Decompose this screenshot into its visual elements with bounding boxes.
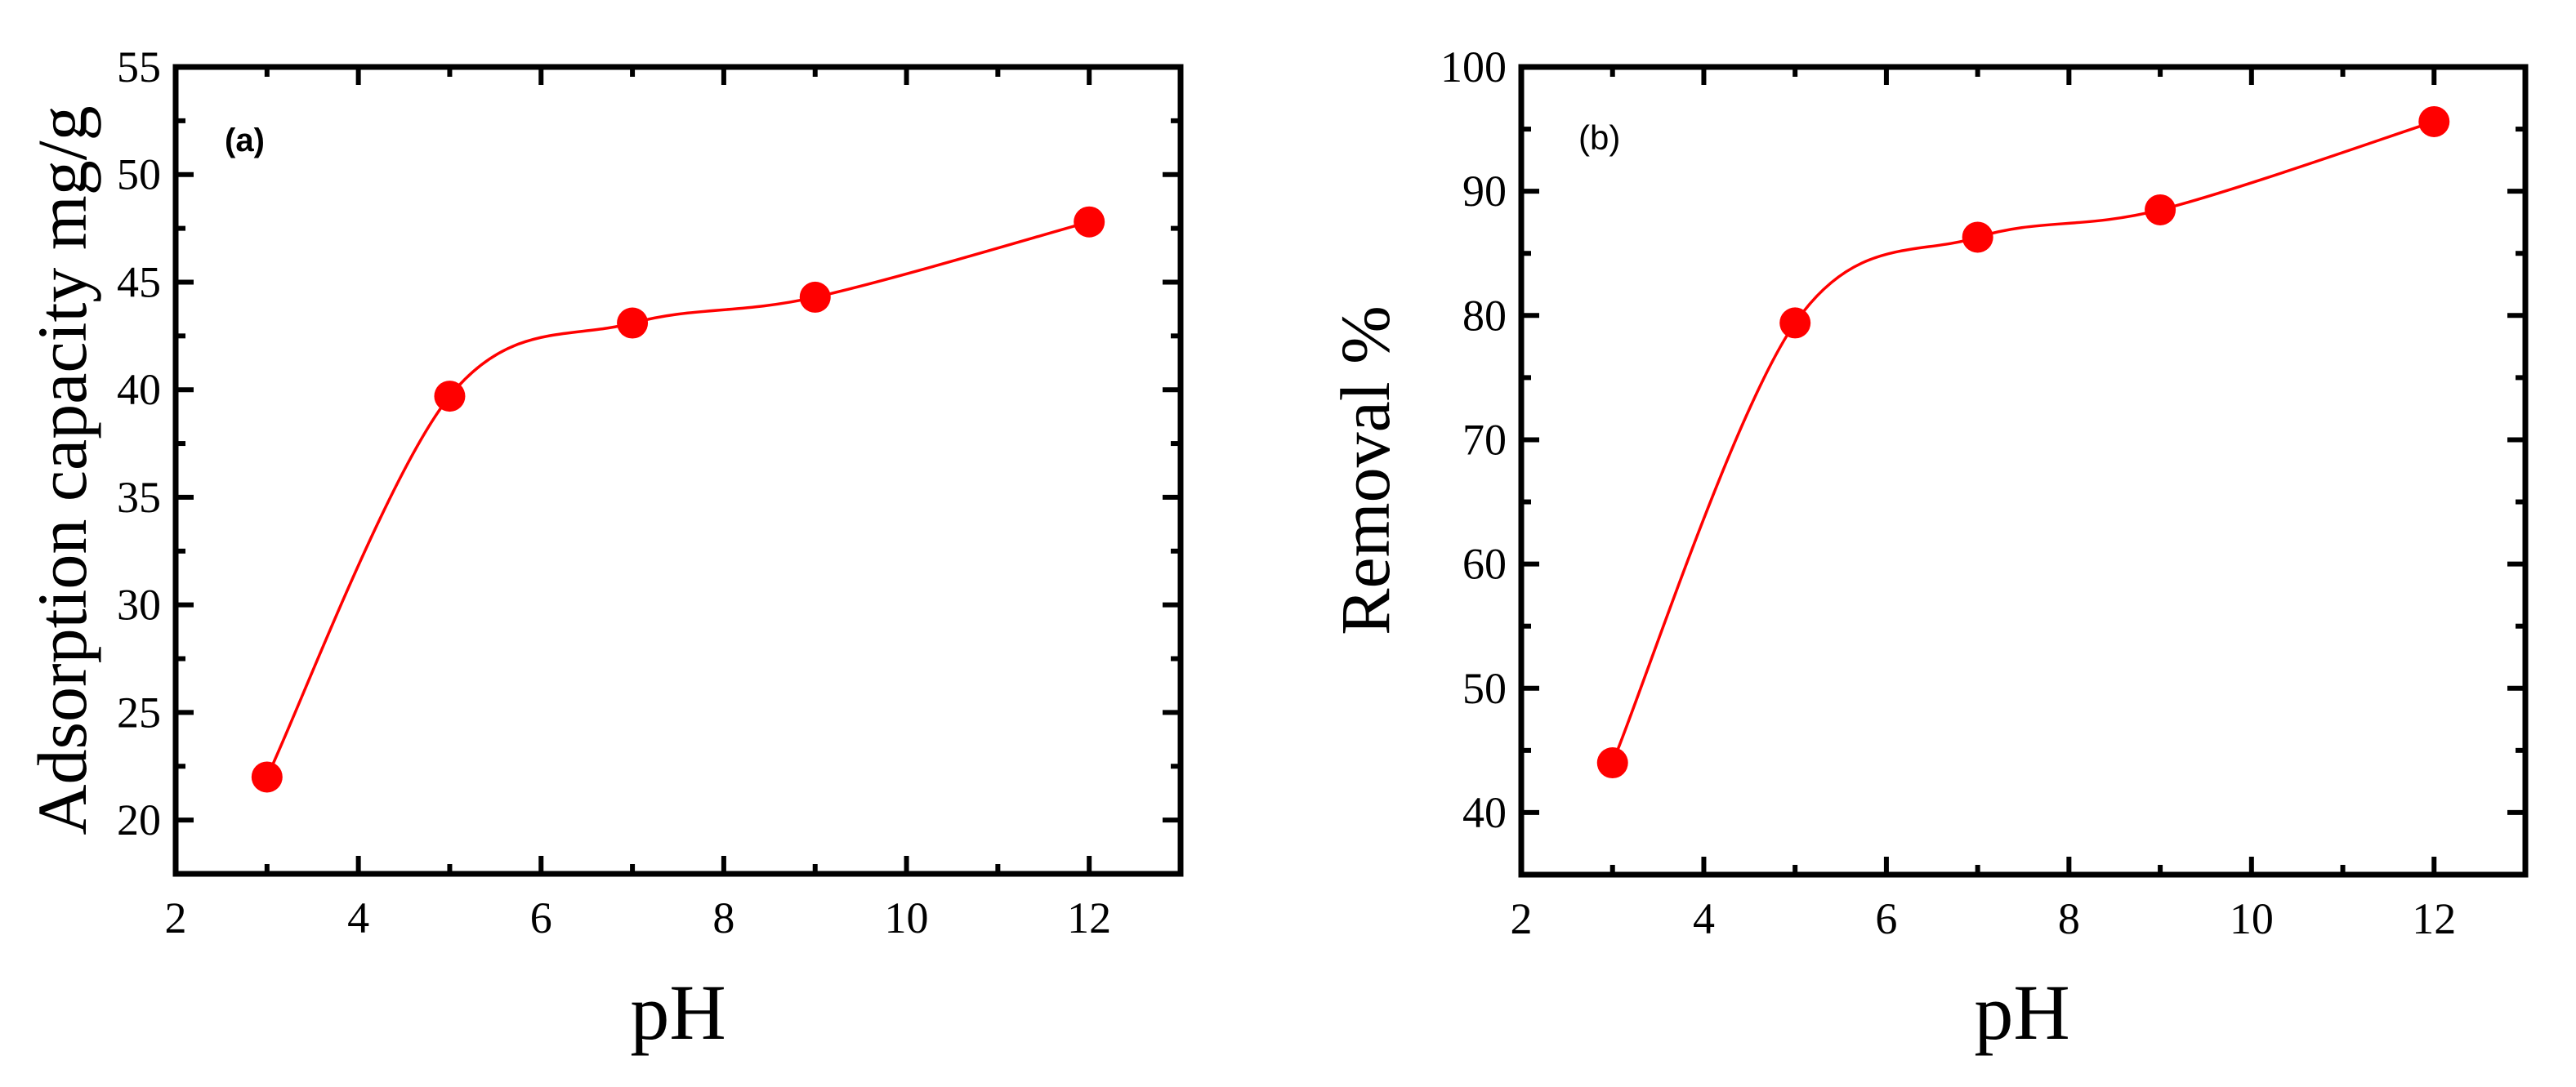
chart-panel-b: 40 50 60 70 80 90 100 2 4 6 8 10 12 (b) Removal % p… xyxy=(1326,42,2529,1056)
axis-frame-b xyxy=(1518,64,2529,878)
axis-frame-a xyxy=(172,64,1184,877)
y-tick-labels-b: 40 50 60 70 80 90 100 xyxy=(1440,42,1507,837)
data-point-b-9 xyxy=(2145,194,2176,225)
y-tick-label: 30 xyxy=(117,581,161,630)
data-point-a-3 xyxy=(251,761,283,793)
data-point-b-12 xyxy=(2418,105,2450,137)
y-axis-title-b: Removal % xyxy=(1326,305,1404,635)
y-tick-label: 100 xyxy=(1440,42,1507,91)
y-tick-label: 40 xyxy=(1462,788,1507,837)
y-tick-labels-a: 20 25 30 35 40 45 50 55 xyxy=(117,42,161,844)
y-tick-label: 90 xyxy=(1462,167,1507,216)
y-axis-title-a: Adsorption capacity mg/g xyxy=(23,105,101,835)
x-tick-label: 6 xyxy=(1875,894,1897,943)
x-tick-label: 10 xyxy=(885,893,929,942)
y-tick-label: 60 xyxy=(1462,540,1507,589)
x-tick-labels-b: 2 4 6 8 10 12 xyxy=(1511,894,2457,943)
x-tick-labels-a: 2 4 6 8 10 12 xyxy=(165,893,1112,942)
x-tick-label: 12 xyxy=(1067,893,1111,942)
data-point-a-9 xyxy=(799,281,831,313)
data-point-b-7 xyxy=(1962,221,1993,253)
y-tick-label: 40 xyxy=(117,365,161,414)
x-tick-label: 2 xyxy=(1511,894,1533,943)
data-point-a-5 xyxy=(434,381,466,412)
data-point-a-12 xyxy=(1074,206,1105,238)
plot-area-a xyxy=(172,64,1184,877)
y-tick-label: 50 xyxy=(117,150,161,199)
y-tick-label: 55 xyxy=(117,42,161,91)
x-tick-label: 8 xyxy=(2058,894,2080,943)
y-tick-label: 70 xyxy=(1462,415,1507,464)
y-tick-label: 50 xyxy=(1462,664,1507,713)
data-point-a-7 xyxy=(617,307,649,339)
y-tick-label: 35 xyxy=(117,473,161,522)
x-tick-label: 2 xyxy=(165,893,187,942)
x-tick-label: 4 xyxy=(1693,894,1715,943)
x-tick-label: 8 xyxy=(712,893,734,942)
panel-label-b: (b) xyxy=(1578,118,1620,157)
data-point-b-5 xyxy=(1779,307,1811,339)
plot-area-b xyxy=(1518,64,2529,878)
y-tick-label: 45 xyxy=(117,257,161,306)
panel-label-a: (a) xyxy=(225,123,265,158)
x-tick-label: 12 xyxy=(2412,894,2456,943)
y-tick-label: 80 xyxy=(1462,291,1507,340)
data-point-b-3 xyxy=(1596,747,1628,779)
x-tick-label: 4 xyxy=(347,893,369,942)
y-tick-label: 25 xyxy=(117,688,161,737)
x-axis-title-a: pH xyxy=(630,969,725,1056)
x-axis-title-b: pH xyxy=(1974,969,2069,1056)
x-tick-label: 6 xyxy=(530,893,552,942)
y-tick-label: 20 xyxy=(117,795,161,844)
x-tick-label: 10 xyxy=(2230,894,2274,943)
chart-panel-a: 20 25 30 35 40 45 50 55 2 4 6 8 10 12 (a) Adsorption… xyxy=(23,42,1184,1056)
series-line-a xyxy=(266,221,1090,778)
series-line-b xyxy=(1611,120,2435,764)
